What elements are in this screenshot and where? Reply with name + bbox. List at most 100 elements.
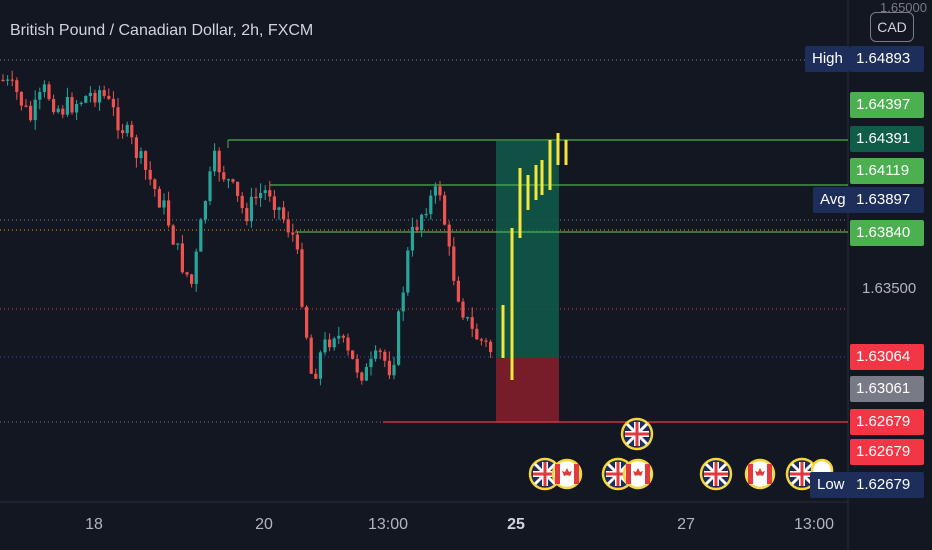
candle-body (52, 99, 56, 113)
candle-body (148, 169, 152, 180)
candle-body (314, 373, 318, 379)
time-label-1300-a: 13:00 (367, 516, 409, 533)
candle-body (226, 179, 230, 181)
candle-body (65, 97, 69, 115)
candle-body (355, 358, 359, 373)
candle-body (438, 186, 442, 196)
candle-body (392, 364, 396, 376)
candle-body (47, 84, 51, 100)
candle-body (38, 92, 42, 100)
candle-body (360, 372, 364, 381)
candle-body (424, 213, 428, 216)
candle-body (98, 90, 102, 103)
high-price-label: 1.64893 (850, 46, 924, 72)
currency-button[interactable]: CAD (870, 12, 914, 42)
price-label-8: 1.62679 (850, 439, 924, 465)
top-price-partial: 1.65000 (880, 0, 927, 15)
candle-body (111, 98, 115, 108)
candle-body (144, 151, 148, 170)
candle-body (346, 337, 350, 351)
low-tag: Low (810, 472, 852, 498)
candle-body (208, 171, 212, 202)
candle-body (332, 338, 336, 348)
uk-flag-icon[interactable] (785, 457, 819, 491)
candle-body (42, 84, 46, 93)
candle-body (479, 339, 483, 341)
uk-flag-icon[interactable] (620, 417, 654, 451)
candle-body (33, 99, 37, 121)
candle-body (456, 280, 460, 302)
candle-body (79, 102, 83, 104)
price-label-5: 1.63064 (850, 344, 924, 370)
price-label-2: 1.64391 (850, 126, 924, 152)
candle-body (254, 196, 258, 199)
price-label-1: 1.64397 (850, 92, 924, 118)
candle-body (29, 105, 33, 121)
avg-price-label: 1.63897 (850, 187, 924, 213)
candle-body (130, 124, 134, 138)
candle-body (194, 251, 198, 284)
candle-body (387, 360, 391, 376)
candle-body (139, 151, 143, 159)
uk-flag-icon[interactable] (699, 457, 733, 491)
candle-body (213, 150, 217, 172)
candle-body (259, 193, 263, 199)
candle-body (190, 274, 194, 284)
candle-body (88, 92, 92, 97)
candle-body (410, 226, 414, 251)
candle-body (125, 124, 129, 134)
candle-body (295, 234, 299, 250)
candle-body (231, 179, 235, 182)
candle-body (263, 190, 267, 194)
candle-body (489, 341, 493, 353)
candle-body (84, 96, 88, 103)
canada-flag-icon[interactable] (744, 458, 776, 490)
candle-body (121, 130, 125, 134)
candle-body (75, 103, 79, 113)
candle-body (420, 214, 424, 231)
candle-body (6, 79, 10, 81)
candle-body (157, 188, 161, 208)
candle-body (167, 200, 171, 226)
candle-body (153, 179, 157, 189)
stop-zone[interactable] (496, 357, 559, 422)
candle-body (484, 340, 488, 342)
price-label-6: 1.63061 (850, 376, 924, 402)
candle-body (180, 243, 184, 273)
candle-body (429, 195, 433, 214)
candle-body (318, 352, 322, 379)
candle-body (323, 339, 327, 353)
event-icons[interactable] (528, 417, 834, 491)
canada-flag-icon[interactable] (551, 458, 583, 490)
candle-body (162, 200, 166, 208)
candle-body (171, 225, 175, 245)
candle-body (397, 311, 401, 365)
candle-body (222, 172, 226, 180)
candle-body (433, 186, 437, 196)
candle-body (291, 232, 295, 235)
candle-body (341, 335, 345, 338)
canada-flag-icon[interactable] (622, 458, 654, 490)
candle-body (452, 246, 456, 281)
candle-body (56, 108, 60, 113)
chart-title: British Pound / Canadian Dollar, 2h, FXC… (10, 22, 314, 39)
avg-tag: Avg (813, 187, 853, 213)
candle-body (15, 80, 19, 92)
candle-body (328, 339, 332, 348)
time-label-25: 25 (507, 516, 525, 533)
high-tag: High (805, 46, 850, 72)
candle-body (305, 306, 309, 338)
candle-body (466, 317, 470, 319)
candle-body (447, 224, 451, 247)
candle-body (351, 350, 355, 359)
candle-body (378, 350, 382, 352)
candle-body (240, 195, 244, 209)
candle-body (199, 219, 203, 252)
price-label-4: 1.63840 (850, 220, 924, 246)
candle-body (245, 208, 249, 222)
candle-body (93, 92, 97, 103)
uk-flag-icon[interactable] (528, 457, 562, 491)
candle-body (70, 97, 74, 113)
yellow-projection-bars (501, 133, 568, 380)
